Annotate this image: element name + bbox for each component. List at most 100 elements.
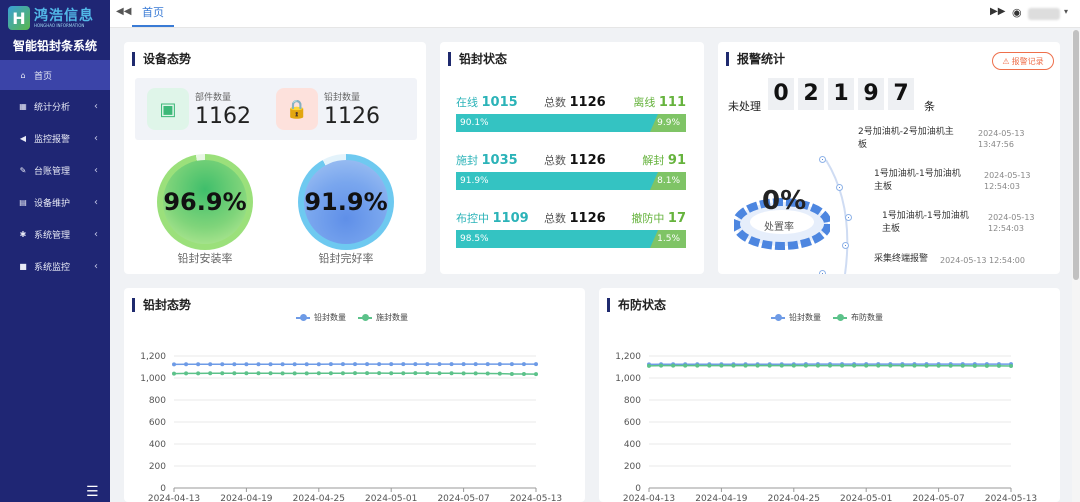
data-point (437, 362, 442, 367)
total-label: 总数 (544, 96, 566, 109)
data-point (304, 362, 309, 367)
alarm-item-text[interactable]: 采集终端报警 (874, 253, 928, 266)
user-avatar-icon[interactable]: ◉ (1012, 6, 1022, 19)
alarm-item-text[interactable]: 1号加油机-1号加油机 主板 (874, 168, 961, 194)
data-point (208, 371, 213, 376)
y-tick-label: 800 (624, 396, 641, 406)
scrollbar-thumb[interactable] (1073, 30, 1079, 280)
online-ratio-bar: 90.1% 9.9% (456, 114, 686, 132)
legend-item[interactable]: 铅封数量 (771, 312, 821, 323)
page-scrollbar[interactable] (1072, 30, 1080, 502)
alarm-item-text[interactable]: 1号加油机-1号加油机 主板 (882, 210, 969, 236)
unprocessed-digit: 9 (858, 78, 884, 110)
data-point (208, 362, 213, 367)
alarm-item-time: 2024-05-13 13:47:56 (978, 128, 1025, 150)
data-point (449, 362, 454, 367)
data-point (184, 362, 189, 367)
disposal-rate-ring: 0% 处置率 (734, 182, 830, 262)
data-point (413, 371, 418, 376)
legend-item[interactable]: 布防数量 (833, 312, 883, 323)
y-tick-label: 200 (624, 462, 641, 472)
data-point (815, 363, 820, 368)
x-tick-label: 2024-05-13 (510, 494, 562, 502)
chart-legend: 铅封数量 布防数量 (771, 312, 883, 323)
data-point (256, 371, 261, 376)
unprocessed-unit: 条 (924, 100, 935, 113)
data-point (304, 371, 309, 376)
data-point (534, 372, 538, 377)
legend-swatch (833, 313, 847, 321)
data-point (767, 363, 772, 368)
alarm-record-button[interactable]: ⚠ 报警记录 (992, 52, 1054, 70)
legend-label: 布防数量 (851, 313, 883, 322)
data-point (473, 362, 478, 367)
sidebar-item-system-management[interactable]: ✱ 系统管理 ‹ (0, 218, 110, 250)
bell-icon: ⚠ (1002, 56, 1010, 66)
card-title: 铅封状态 (448, 52, 507, 66)
unsealed-value: 91 (667, 153, 686, 168)
alarm-item-time: 2024-05-13 12:54:00 (940, 255, 1025, 266)
data-point (864, 363, 869, 368)
data-point (960, 363, 965, 368)
legend-swatch (771, 313, 785, 321)
legend-item[interactable]: 铅封数量 (296, 312, 346, 323)
data-point (497, 371, 502, 376)
disarmed-label: 撤防中 (631, 212, 665, 225)
y-tick-label: 1,200 (140, 352, 166, 362)
install-rate-value: 96.9% (163, 160, 247, 244)
tab-home[interactable]: 首页 (132, 2, 174, 27)
tabs-scroll-left-icon[interactable]: ◀◀ (116, 6, 132, 17)
data-point (220, 362, 225, 367)
data-point (172, 371, 176, 376)
data-point (437, 371, 442, 376)
alarm-record-label: 报警记录 (1011, 56, 1044, 66)
sidebar-item-system-monitor[interactable]: ■ 系统监控 ‹ (0, 250, 110, 282)
sealed-count: 施封 1035 (456, 152, 518, 168)
y-tick-label: 200 (149, 462, 166, 472)
sidebar-item-home[interactable]: ⌂ 首页 (0, 60, 110, 90)
legend-item[interactable]: 施封数量 (358, 312, 408, 323)
sidebar-item-label: 首页 (34, 71, 53, 82)
data-point (852, 363, 857, 368)
seal-trend-chart: 0 200 400 600 800 1,000 1,200 2024-04-13 2024-04… (140, 352, 562, 502)
printer-icon: ▤ (19, 197, 27, 207)
video-icon: ■ (19, 261, 27, 271)
inbox-icon: ▣ (147, 88, 189, 130)
logo-subtitle: HONGHAO INFORMATION (34, 22, 85, 28)
data-point (996, 363, 1001, 368)
sealed-value: 1035 (481, 153, 518, 168)
sidebar-item-label: 监控报警 (34, 134, 71, 145)
chevron-down-icon[interactable]: ▾ (1064, 7, 1069, 16)
sidebar-item-device-maintenance[interactable]: ▤ 设备维护 ‹ (0, 186, 110, 218)
unsealed-bar-segment: 8.1% (650, 172, 686, 190)
alarm-text-line: 2号加油机-2号加油机主 (858, 127, 954, 137)
alarm-text-line: 主板 (874, 182, 893, 192)
total-count: 总数 1126 (544, 210, 606, 226)
menu-toggle-icon[interactable]: ☰ (86, 484, 99, 500)
data-point (924, 363, 929, 368)
chevron-left-icon: ‹ (94, 228, 98, 240)
legend-swatch (358, 313, 372, 321)
sidebar-item-ledger[interactable]: ✎ 台账管理 ‹ (0, 154, 110, 186)
device-counts: ▣ 部件数量 1162 🔒 铅封数量 1126 (135, 78, 417, 140)
user-name-blurred[interactable] (1028, 8, 1060, 20)
data-point (497, 362, 502, 367)
y-tick-label: 800 (149, 396, 166, 406)
timeline-dot (842, 242, 849, 249)
data-point (425, 362, 430, 367)
data-point (695, 363, 700, 368)
sidebar-item-monitor-alarm[interactable]: ◀ 监控报警 ‹ (0, 122, 110, 154)
tabs-scroll-right-icon[interactable]: ▶▶ (990, 6, 1006, 17)
data-point (196, 362, 201, 367)
alarm-item-text[interactable]: 2号加油机-2号加油机主 板 (858, 126, 954, 152)
alarm-text-line: 1号加油机-1号加油机 (882, 211, 969, 221)
data-point (268, 362, 273, 367)
data-point (328, 371, 333, 376)
data-point (683, 363, 688, 368)
x-tick-label: 2024-05-13 (985, 494, 1037, 502)
sidebar-item-statistics[interactable]: ▦ 统计分析 ‹ (0, 90, 110, 122)
offline-value: 111 (658, 95, 686, 110)
sidebar-item-label: 系统管理 (34, 230, 71, 241)
alarm-text-line: 主板 (882, 224, 901, 234)
seals-label: 铅封数量 (324, 93, 361, 103)
